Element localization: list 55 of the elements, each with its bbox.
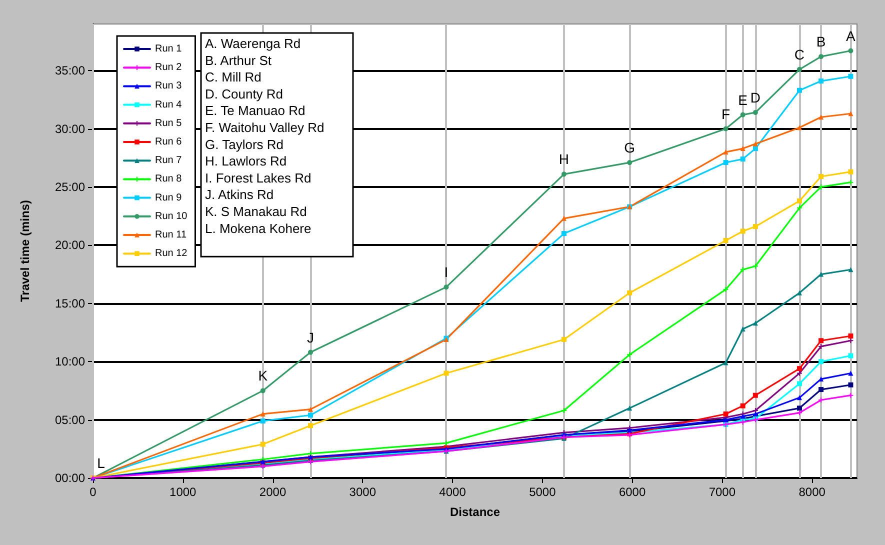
legend-label: Run 9: [155, 192, 182, 204]
annotation: A. Waerenga Rd: [205, 36, 301, 51]
annotation: H: [558, 151, 570, 168]
y-axis-title: Travel time (mins): [18, 200, 32, 302]
annotation: J. Atkins Rd: [205, 187, 274, 202]
annotation: C. Mill Rd: [205, 70, 262, 85]
legend-label: Run 6: [155, 136, 182, 148]
legend-label: Run 5: [155, 118, 182, 129]
annotation: D. County Rd: [205, 86, 284, 102]
x-tick-label: 5000: [529, 485, 556, 499]
annotation: D: [750, 89, 760, 106]
x-tick-label: 8000: [798, 485, 826, 499]
annotation: A: [846, 28, 856, 44]
annotation: C: [794, 46, 805, 62]
annotation: L. Mokena Kohere: [205, 220, 312, 236]
x-tick-label: 3000: [349, 485, 376, 499]
y-tick-label: 35:00: [54, 64, 86, 78]
x-tick-label: 1000: [170, 485, 197, 499]
x-tick-label: 2000: [259, 485, 286, 499]
annotation: K: [258, 368, 268, 384]
annotation: J: [307, 329, 314, 346]
annotation: E: [738, 92, 748, 108]
y-tick-label: 25:00: [54, 180, 86, 194]
annotation: F: [721, 106, 730, 122]
y-tick-label: 10:00: [54, 354, 86, 369]
y-tick-label: 00:00: [54, 471, 86, 485]
legend-label: Run 12: [155, 248, 188, 260]
annotation: K. S Manakau Rd: [205, 204, 307, 219]
y-tick-label: 05:00: [54, 412, 86, 427]
annotation: E. Te Manuao Rd: [205, 103, 306, 118]
legend-label: Run 4: [155, 99, 182, 110]
legend-label: Run 3: [155, 80, 182, 92]
x-tick-label: 6000: [618, 485, 646, 499]
legend-label: Run 1: [155, 44, 182, 54]
annotation: B. Arthur St: [205, 52, 272, 68]
annotation: L: [97, 455, 106, 471]
y-tick-label: 15:00: [54, 296, 86, 310]
legend-label: Run 8: [155, 174, 182, 185]
x-tick-label: 4000: [439, 485, 466, 499]
annotation: G: [624, 140, 636, 156]
legend-label: Run 11: [155, 230, 187, 240]
legend-label: Run 7: [155, 155, 182, 166]
legend-label: Run 10: [155, 210, 188, 222]
annotation: I. Forest Lakes Rd: [205, 170, 312, 186]
y-tick-label: 30:00: [54, 122, 86, 136]
annotation: F. Waitohu Valley Rd: [205, 120, 324, 135]
legend-label: Run 2: [155, 62, 182, 74]
x-tick-label: 0: [90, 485, 97, 499]
x-tick-label: 7000: [708, 485, 736, 499]
annotation: I: [444, 264, 448, 280]
x-axis-title: Distance: [450, 505, 500, 519]
annotation: G. Taylors Rd: [205, 136, 284, 152]
y-tick-label: 20:00: [54, 238, 86, 252]
annotation: B: [816, 34, 826, 50]
annotation: H. Lawlors Rd: [205, 154, 287, 169]
